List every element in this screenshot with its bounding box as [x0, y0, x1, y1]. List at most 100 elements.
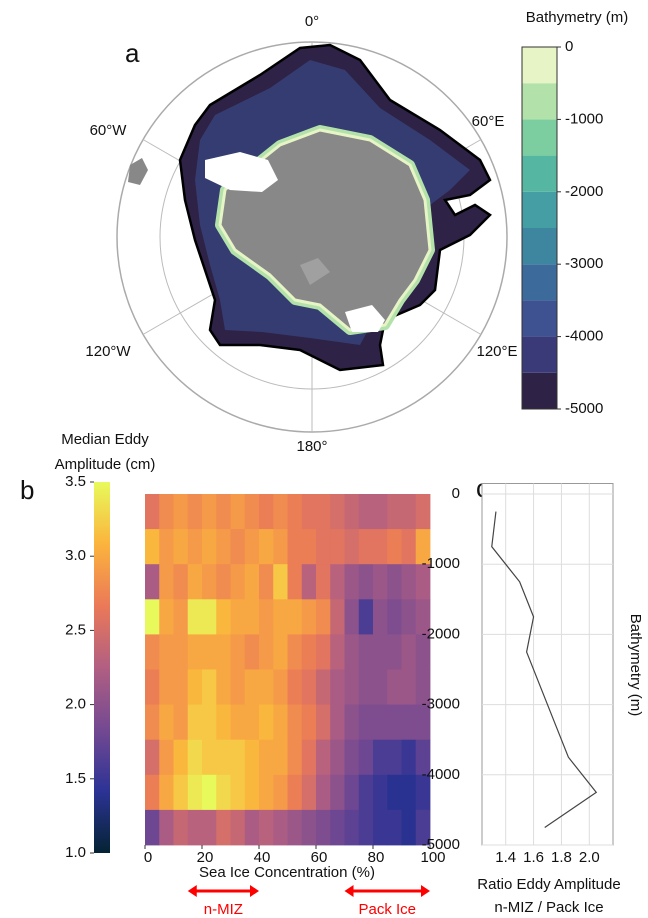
heatmap-cell: [187, 494, 203, 530]
colorbar-tick-label: 2.0: [65, 696, 86, 713]
heatmap-cell: [301, 634, 317, 670]
heatmap-cell: [173, 809, 189, 846]
heatmap-cell: [259, 599, 274, 635]
heatmap-cell: [415, 494, 431, 530]
heatmap-cell: [244, 529, 260, 565]
heatmap-cell: [159, 739, 174, 776]
longitude-label: 60°W: [90, 122, 128, 139]
heatmap-cell: [216, 669, 231, 705]
heatmap-cell: [230, 809, 246, 846]
heatmap-cell: [187, 739, 203, 776]
heatmap-cell: [358, 669, 374, 705]
heatmap-cell: [373, 774, 388, 811]
heatmap-cell: [344, 704, 360, 741]
heatmap-cell: [301, 529, 317, 565]
heatmap-cell: [287, 494, 303, 530]
heatmap-cell: [301, 704, 317, 741]
heatmap-cell: [387, 669, 402, 705]
heatmap-cell: [259, 564, 274, 600]
heatmap-cell: [316, 669, 331, 705]
heatmap-cell: [173, 704, 189, 741]
heatmap-cell: [216, 739, 231, 776]
heatmap-cell: [173, 529, 189, 565]
y-tick-label: 0: [452, 485, 460, 502]
heatmap-cell: [387, 809, 402, 846]
heatmap-cell: [344, 669, 360, 705]
colorbar-label: Bathymetry (m): [526, 9, 629, 26]
colorbar-tick-label: 0: [565, 38, 573, 55]
heatmap-cell: [287, 529, 303, 565]
heatmap-cell: [287, 669, 303, 705]
heatmap-cell: [173, 494, 189, 530]
annotation-label: Pack Ice: [358, 901, 416, 918]
heatmap-cell: [330, 774, 345, 811]
heatmap-cell: [187, 634, 203, 670]
heatmap-cell: [259, 529, 274, 565]
x-tick-label: 20: [197, 849, 214, 866]
heatmap-cell: [159, 704, 174, 741]
heatmap-cell: [216, 704, 231, 741]
heatmap-cell: [145, 704, 160, 741]
colorbar-band: [522, 155, 557, 192]
heatmap-cell: [159, 774, 174, 811]
heatmap-cell: [373, 599, 388, 635]
x-tick-label: 1.6: [523, 849, 544, 866]
plot-frame: [481, 483, 614, 846]
y-axis-label: Bathymetry (m): [627, 614, 644, 717]
heatmap-cell: [401, 564, 417, 600]
colorbar-tick-label: 3.0: [65, 547, 86, 564]
colorbar-tick-label: 1.0: [65, 844, 86, 861]
heatmap-cell: [216, 809, 231, 846]
heatmap-cell: [401, 809, 417, 846]
heatmap-cell: [301, 739, 317, 776]
heatmap-cell: [301, 774, 317, 811]
heatmap-cell: [316, 634, 331, 670]
heatmap-cell: [330, 494, 345, 530]
heatmap-cell: [358, 704, 374, 741]
heatmap-cell: [330, 704, 345, 741]
colorbar-band: [522, 119, 557, 156]
heatmap-cell: [287, 564, 303, 600]
heatmap-cell: [387, 704, 402, 741]
colorbar-band: [522, 191, 557, 228]
heatmap-cell: [259, 774, 274, 811]
heatmap-cell: [187, 599, 203, 635]
heatmap-cell: [187, 669, 203, 705]
heatmap-cell: [415, 599, 431, 635]
y-tick-label: -4000: [422, 766, 460, 783]
x-tick-label: 80: [368, 849, 385, 866]
colorbar-tick-label: -5000: [565, 400, 603, 417]
panel-label: a: [125, 38, 140, 68]
heatmap-cell: [358, 634, 374, 670]
longitude-label: 60°E: [472, 113, 505, 130]
heatmap-cell: [244, 599, 260, 635]
heatmap-cell: [145, 599, 160, 635]
heatmap-cell: [244, 564, 260, 600]
heatmap-cell: [230, 599, 246, 635]
heatmap-cell: [202, 494, 217, 530]
heatmap-cell: [273, 774, 288, 811]
x-tick-label: 1.8: [551, 849, 572, 866]
heatmap-cell: [358, 494, 374, 530]
heatmap-cell: [373, 809, 388, 846]
heatmap-cell: [358, 564, 374, 600]
colorbar-frame: [521, 46, 558, 410]
x-tick-label: 2.0: [579, 849, 600, 866]
heatmap-cell: [387, 564, 402, 600]
heatmap-cell: [344, 774, 360, 811]
heatmap-cell: [244, 634, 260, 670]
heatmap-cell: [230, 564, 246, 600]
heatmap-cell: [173, 669, 189, 705]
heatmap-cell: [344, 739, 360, 776]
x-tick-label: 40: [254, 849, 271, 866]
heatmap-cell: [330, 564, 345, 600]
heatmap-cell: [330, 739, 345, 776]
heatmap-cell: [145, 494, 160, 530]
heatmap-cell: [230, 774, 246, 811]
heatmap-cell: [344, 599, 360, 635]
heatmap-cell: [301, 599, 317, 635]
heatmap-cell: [387, 634, 402, 670]
heatmap-cell: [230, 494, 246, 530]
heatmap-cell: [344, 494, 360, 530]
heatmap-cell: [330, 809, 345, 846]
